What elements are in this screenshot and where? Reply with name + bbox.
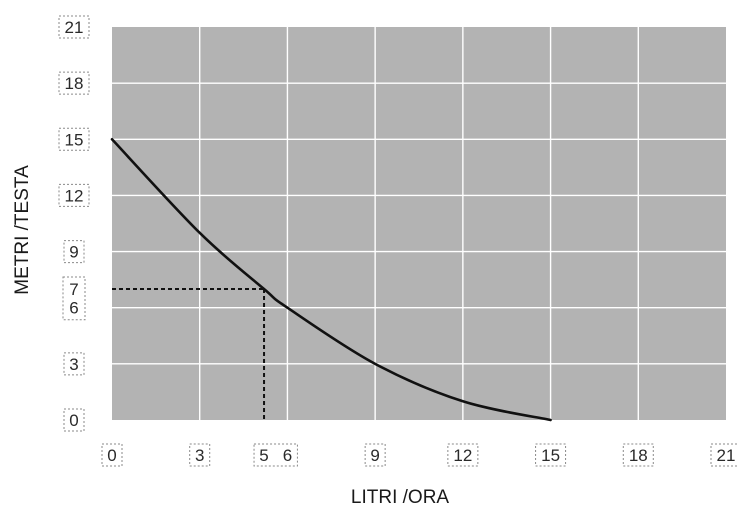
y-tick-box bbox=[62, 276, 86, 321]
y-tick-box bbox=[58, 183, 90, 207]
y-tick-label: 0 bbox=[69, 411, 78, 430]
y-tick-label: 15 bbox=[65, 130, 84, 149]
y-tick-label: 6 bbox=[69, 299, 78, 318]
y-tick-box bbox=[58, 15, 90, 39]
x-tick-box bbox=[189, 443, 211, 467]
x-tick-box bbox=[535, 443, 567, 467]
dashed-guide-lines bbox=[112, 288, 266, 420]
x-tick-box bbox=[101, 443, 123, 467]
y-tick-box bbox=[58, 127, 90, 151]
x-tick-label: 6 bbox=[283, 446, 292, 465]
grid-lines bbox=[112, 27, 726, 420]
x-tick-label: 3 bbox=[195, 446, 204, 465]
plot-area bbox=[112, 27, 726, 420]
y-tick-box bbox=[63, 408, 85, 432]
x-tick-label: 12 bbox=[453, 446, 472, 465]
x-tick-box bbox=[253, 443, 298, 467]
x-tick-box bbox=[710, 443, 738, 467]
x-tick-label: 18 bbox=[629, 446, 648, 465]
x-tick-box bbox=[622, 443, 654, 467]
y-axis-title: METRI /TESTA bbox=[12, 165, 33, 295]
x-tick-label: 9 bbox=[370, 446, 379, 465]
x-tick-box bbox=[447, 443, 479, 467]
y-tick-box bbox=[63, 240, 85, 264]
y-tick-label: 9 bbox=[69, 243, 78, 262]
x-tick-labels: 0 3 5 6 9 12 15 18 21 bbox=[101, 443, 738, 467]
x-tick-label: 5 bbox=[259, 446, 268, 465]
y-tick-label: 3 bbox=[69, 355, 78, 374]
y-tick-label: 18 bbox=[65, 74, 84, 93]
x-tick-label: 21 bbox=[717, 446, 736, 465]
y-tick-label: 12 bbox=[65, 186, 84, 205]
x-tick-label: 0 bbox=[107, 446, 116, 465]
x-tick-box bbox=[364, 443, 386, 467]
x-tick-label: 15 bbox=[541, 446, 560, 465]
y-tick-labels: 0 3 67 9 12 15 18 21 bbox=[58, 15, 90, 432]
x-axis-title: LITRI /ORA bbox=[351, 487, 450, 508]
head-flow-curve bbox=[110, 137, 552, 422]
y-tick-label: 7 bbox=[69, 280, 78, 299]
y-tick-label: 21 bbox=[65, 18, 84, 37]
y-tick-box bbox=[58, 71, 90, 95]
y-tick-box bbox=[63, 352, 85, 376]
